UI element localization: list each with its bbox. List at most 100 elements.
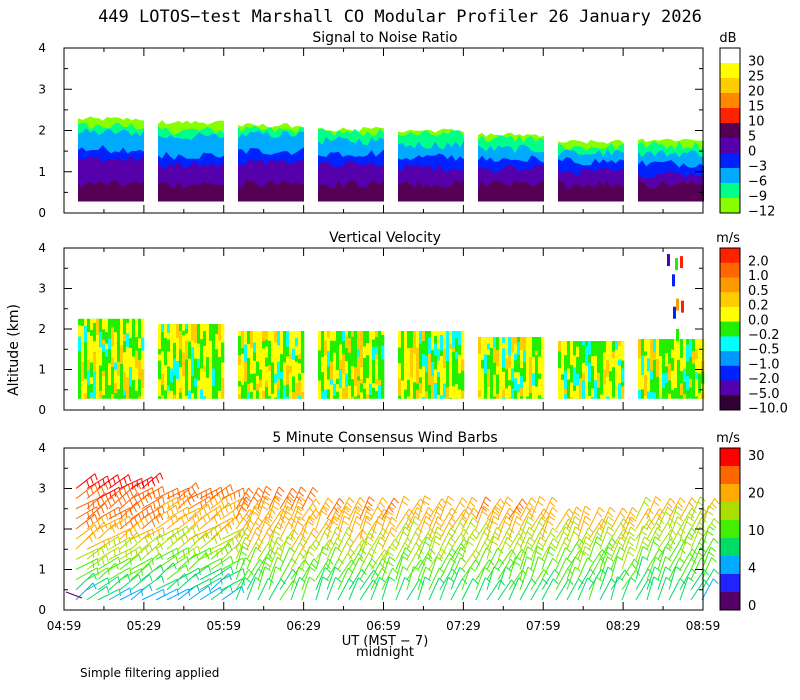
wind-barb-flag [137, 482, 142, 490]
wind-barb-flag [333, 507, 339, 514]
wind-barb [290, 548, 303, 570]
vv-cell [443, 383, 447, 399]
vv-cell [126, 346, 130, 363]
colorbar-frame [719, 247, 741, 411]
vv-cell [215, 386, 219, 399]
wind-barb-flag [258, 487, 264, 494]
vv-cell [342, 388, 346, 399]
vv-cell [238, 336, 242, 356]
vv-cell [105, 343, 109, 350]
vv-cell [671, 349, 675, 359]
vv-cell [680, 371, 684, 384]
wind-barb-flag [172, 530, 175, 538]
wind-barb-flag [104, 483, 109, 490]
vv-cell [238, 381, 242, 387]
vv-cell [102, 351, 106, 372]
vv-cell [179, 388, 183, 393]
vv-cell [446, 342, 450, 361]
wind-barb-flag [119, 490, 123, 498]
wind-barb [337, 548, 351, 570]
wind-barb [530, 527, 543, 550]
vv-cell [570, 382, 574, 398]
vv-cell [671, 339, 675, 350]
colorbar-units: m/s [716, 231, 740, 246]
vv-cell [277, 361, 281, 379]
colorbar-swatch [720, 93, 740, 109]
wind-barb [65, 591, 83, 599]
wind-barb-flag [460, 543, 466, 550]
wind-barb-flag [208, 565, 212, 573]
wind-barb-flag [322, 576, 329, 582]
vv-cell [499, 337, 503, 357]
vv-cell [348, 338, 352, 353]
vv-cell [698, 339, 702, 352]
wind-barb-flag [216, 489, 219, 497]
wind-barb [417, 507, 429, 530]
vv-cell [185, 340, 189, 360]
wind-barb-flag [667, 506, 674, 512]
wind-barb-flag [286, 501, 293, 507]
vv-cell [434, 355, 438, 370]
vv-cell [517, 372, 521, 385]
wind-barb [210, 537, 233, 550]
vv-cell [339, 348, 343, 361]
vv-cell [404, 382, 408, 390]
vv-cell [526, 388, 530, 397]
wind-barb-flag [176, 588, 179, 596]
wind-barb [370, 497, 383, 520]
vv-cell [132, 338, 136, 357]
vv-cell [330, 361, 334, 380]
vv-cell [413, 331, 417, 337]
vv-cell [126, 377, 130, 390]
wind-barb-flag [242, 545, 249, 551]
wind-barb-flag [674, 510, 682, 516]
wind-barb-flag [393, 497, 399, 504]
vv-cell [179, 331, 183, 350]
vv-cell [455, 359, 459, 372]
wind-barb-flag [147, 490, 150, 498]
vv-cell [357, 380, 361, 390]
wind-barb-flag [322, 506, 328, 513]
vv-cell [114, 369, 118, 383]
wind-barb-flag [568, 578, 574, 585]
wind-barb [177, 524, 198, 540]
wind-barb-flag [147, 531, 150, 539]
wind-barb-flag [255, 542, 262, 549]
wind-barb [541, 507, 553, 530]
vv-cell [659, 386, 663, 398]
vv-cell [158, 396, 162, 399]
vv-cell [668, 339, 672, 350]
wind-barb [417, 548, 431, 570]
vv-cell [354, 396, 358, 399]
wind-barb [555, 579, 569, 601]
wind-barb-flag [388, 506, 394, 513]
vv-cell [182, 375, 186, 383]
vv-cell [585, 341, 589, 347]
vv-cell [117, 383, 121, 390]
snr-block [398, 128, 464, 202]
barb-group [555, 505, 641, 601]
wind-barb [679, 577, 689, 601]
wind-barb [221, 487, 244, 500]
wind-barb-flag [379, 502, 386, 508]
vv-cell [535, 386, 539, 399]
wind-barb [555, 508, 570, 530]
wind-barb-flag [151, 479, 156, 487]
wind-barb [566, 578, 579, 601]
wind-barb [508, 498, 523, 520]
wind-barb-flag [530, 497, 537, 504]
barb-group [395, 495, 481, 601]
wind-barb-flag [92, 532, 97, 539]
wind-barb [86, 585, 108, 601]
vv-cell [351, 331, 355, 337]
wind-barb-flag [712, 578, 719, 585]
vv-cell [588, 341, 592, 355]
wind-barb [406, 516, 416, 540]
vv-cell [517, 355, 521, 373]
vv-cell [443, 348, 447, 363]
snr-block [638, 138, 704, 202]
wind-barb-flag [184, 533, 189, 541]
wind-barb-flag [300, 486, 307, 492]
snr-band [478, 179, 544, 202]
vv-cell [523, 337, 527, 351]
